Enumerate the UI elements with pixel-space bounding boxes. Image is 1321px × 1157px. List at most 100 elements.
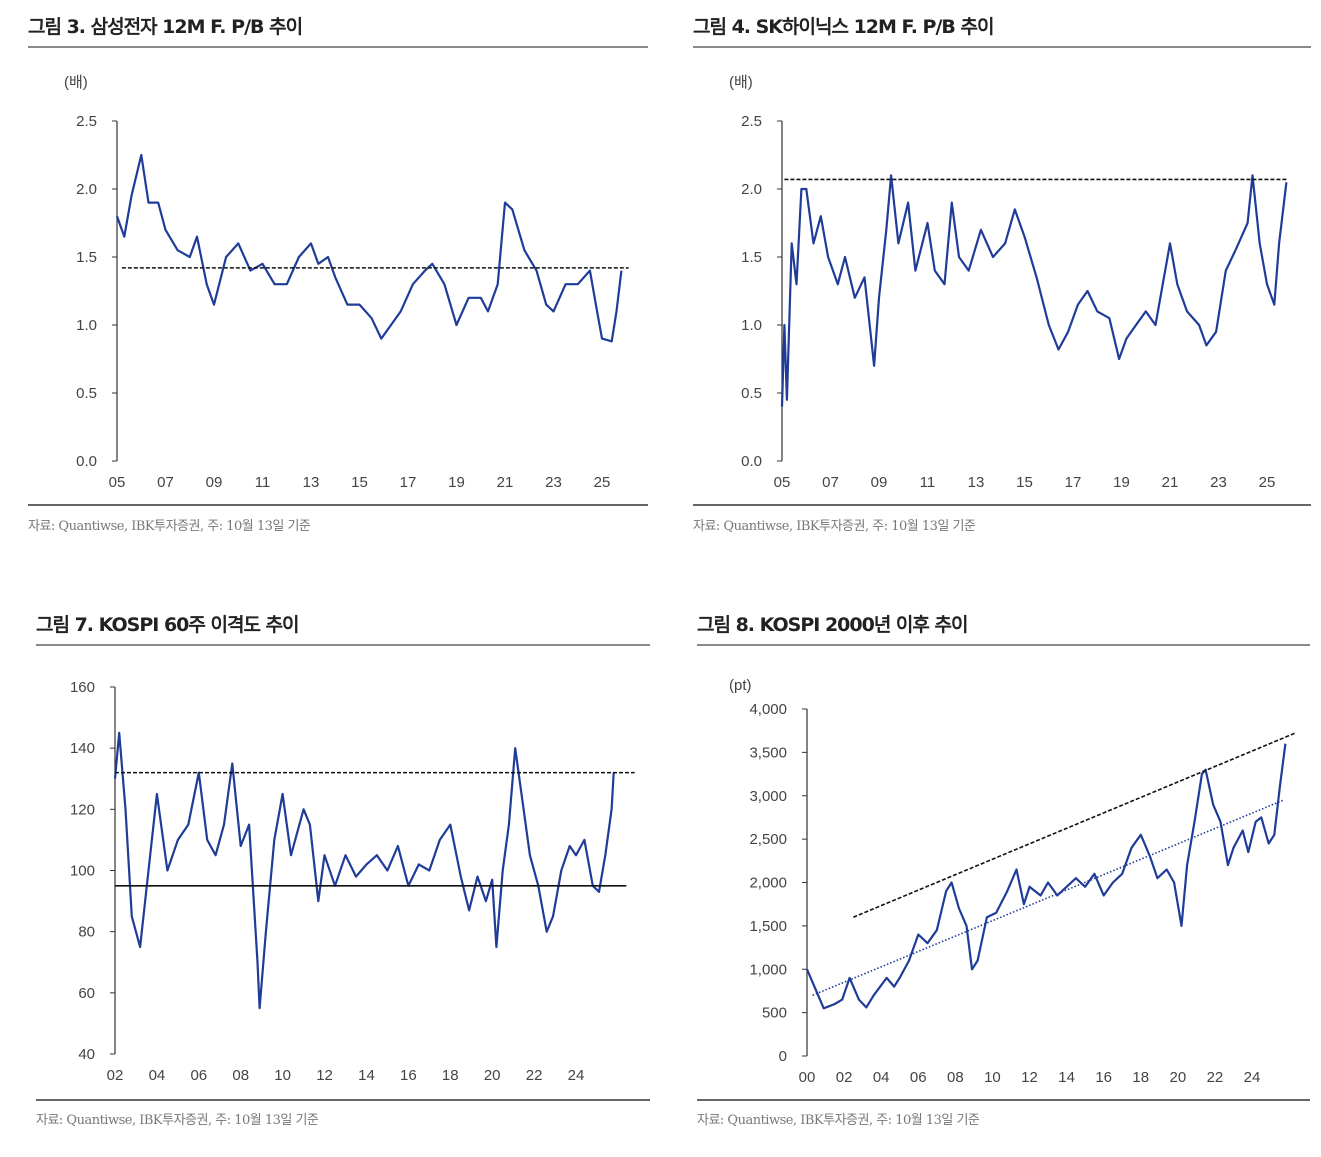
chart-4-bottom-rule [697,1099,1310,1101]
chart-1-bottom-rule [28,504,648,506]
chart-4-x-tick-label: 24 [1244,1069,1261,1086]
chart-2-x-tick-label: 13 [968,474,985,491]
chart-4-x-tick-label: 06 [910,1069,927,1086]
chart-2-y-tick-label: 1.5 [741,249,762,266]
chart-2-y-tick-label: 1.0 [741,317,762,334]
chart-2-x-tick-label: 17 [1065,474,1082,491]
chart-4-y-tick-label: 1,000 [749,961,787,978]
chart-1-y-tick-label: 0.5 [76,385,97,402]
chart-1-x-tick-label: 13 [303,474,320,491]
chart-4-y-tick-label: 2,000 [749,875,787,892]
chart-2-y-tick-label: 2.5 [741,113,762,130]
chart-4-y-tick-label: 500 [762,1005,787,1022]
chart-3-y-tick-label: 140 [70,740,95,757]
chart-2-top-rule [693,46,1311,48]
chart-3-source: 자료: Quantiwse, IBK투자증권, 주: 10월 13일 기준 [36,1113,319,1128]
chart-1-source: 자료: Quantiwse, IBK투자증권, 주: 10월 13일 기준 [28,519,311,534]
chart-2-x-tick-label: 05 [774,474,791,491]
chart-3-y-tick-label: 60 [78,985,95,1002]
chart-3-series-line [113,731,615,1010]
chart-1-x-tick-label: 21 [497,474,514,491]
chart-4-x-tick-label: 22 [1207,1069,1224,1086]
chart-4-y-tick-label: 4,000 [749,701,787,718]
chart-3-x-tick-label: 02 [107,1067,124,1084]
chart-3-top-rule [36,644,650,646]
chart-1-y-tick-label: 2.0 [76,181,97,198]
chart-4-x-tick-label: 02 [836,1069,853,1086]
chart-3-y-tick-label: 40 [78,1046,95,1063]
chart-1-x-tick-label: 07 [157,474,174,491]
chart-4-x-tick-label: 00 [799,1069,816,1086]
chart-2-y-tick-label: 0.0 [741,453,762,470]
chart-4-y-tick-label: 3,500 [749,744,787,761]
chart-3-x-tick-label: 22 [526,1067,543,1084]
chart-1-y-tick-label: 0.0 [76,453,97,470]
chart-4-top-rule [697,644,1310,646]
chart-4-unit-label: (pt) [729,677,752,694]
chart-3-x-tick-label: 16 [400,1067,417,1084]
chart-2-x-tick-label: 09 [871,474,888,491]
chart-4-y-tick-label: 3,000 [749,788,787,805]
chart-1-title: 그림 3. 삼성전자 12M F. P/B 추이 [28,16,303,38]
chart-1-x-tick-label: 05 [109,474,126,491]
chart-1-unit-label: (배) [64,74,88,91]
chart-4-source: 자료: Quantiwse, IBK투자증권, 주: 10월 13일 기준 [697,1113,980,1128]
chart-4-reference-line-dotted [812,799,1284,997]
chart-4-x-tick-label: 16 [1095,1069,1112,1086]
chart-4-x-tick-label: 08 [947,1069,964,1086]
chart-3-x-tick-label: 14 [358,1067,375,1084]
chart-4-x-tick-label: 10 [984,1069,1001,1086]
chart-4-x-tick-label: 04 [873,1069,890,1086]
chart-3-x-tick-label: 12 [316,1067,333,1084]
chart-3-x-tick-label: 24 [568,1067,585,1084]
chart-2-x-tick-label: 11 [920,474,936,491]
chart-1-x-tick-label: 09 [206,474,223,491]
chart-2-x-tick-label: 07 [822,474,839,491]
chart-3-y-tick-label: 80 [78,924,95,941]
chart-2-source: 자료: Quantiwse, IBK투자증권, 주: 10월 13일 기준 [693,519,976,534]
chart-3-y-tick-label: 100 [70,863,95,880]
chart-1-x-tick-label: 25 [594,474,611,491]
chart-2-title: 그림 4. SK하이닉스 12M F. P/B 추이 [693,16,994,38]
chart-1-x-tick-label: 15 [351,474,368,491]
chart-4-reference-line-dashed [853,732,1295,918]
chart-4-x-tick-label: 14 [1058,1069,1075,1086]
chart-1-y-tick-label: 1.0 [76,317,97,334]
chart-3-y-tick-label: 160 [70,679,95,696]
chart-3-title: 그림 7. KOSPI 60주 이격도 추이 [36,614,299,636]
chart-2-y-tick-label: 2.0 [741,181,762,198]
chart-2-unit-label: (배) [729,74,753,91]
chart-3-bottom-rule [36,1099,650,1101]
chart-3-x-tick-label: 08 [232,1067,249,1084]
chart-3-y-tick-label: 120 [70,801,95,818]
chart-3-x-tick-label: 18 [442,1067,459,1084]
chart-3-x-tick-label: 20 [484,1067,501,1084]
chart-2-series-line [780,174,1288,407]
chart-1-x-tick-label: 19 [448,474,465,491]
chart-1-series-line [115,153,623,343]
chart-3-x-tick-label: 10 [274,1067,291,1084]
chart-4-x-tick-label: 20 [1169,1069,1186,1086]
chart-1-y-tick-label: 2.5 [76,113,97,130]
chart-2-x-tick-label: 25 [1259,474,1276,491]
chart-4-y-tick-label: 2,500 [749,831,787,848]
chart-4-series-line [805,743,1287,1010]
chart-1-x-tick-label: 11 [255,474,271,491]
chart-4-y-tick-label: 1,500 [749,918,787,935]
chart-3-x-tick-label: 06 [190,1067,207,1084]
chart-4-x-tick-label: 18 [1132,1069,1149,1086]
chart-2-x-tick-label: 19 [1113,474,1130,491]
chart-1-top-rule [28,46,648,48]
chart-2-x-tick-label: 15 [1016,474,1033,491]
chart-2-bottom-rule [693,504,1311,506]
chart-4-y-tick-label: 0 [779,1048,787,1065]
chart-2-x-tick-label: 21 [1162,474,1179,491]
chart-4-x-tick-label: 12 [1021,1069,1038,1086]
chart-3-x-tick-label: 04 [149,1067,166,1084]
chart-1-x-tick-label: 17 [400,474,417,491]
chart-4-title: 그림 8. KOSPI 2000년 이후 추이 [697,614,968,636]
chart-1-y-tick-label: 1.5 [76,249,97,266]
chart-2-y-tick-label: 0.5 [741,385,762,402]
chart-1-x-tick-label: 23 [545,474,562,491]
